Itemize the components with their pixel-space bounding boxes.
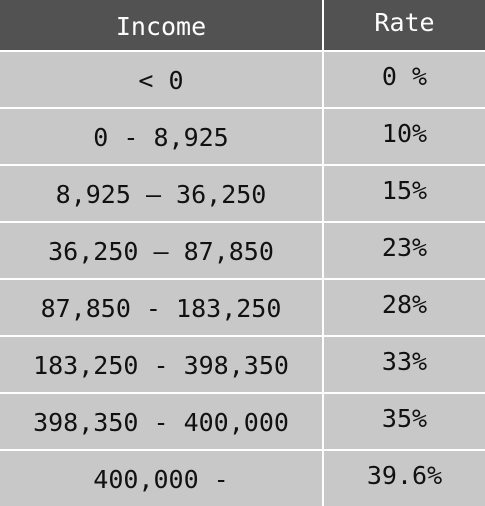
income-cell: 183,250 - 398,350 <box>0 336 324 394</box>
table-row: 400,000 - 39.6% <box>0 450 485 506</box>
table-row: 183,250 - 398,350 33% <box>0 336 485 394</box>
rate-cell: 28% <box>323 279 485 337</box>
rate-cell: 33% <box>323 336 485 394</box>
income-column-header: Income <box>0 0 324 52</box>
income-cell: 400,000 - <box>0 450 324 506</box>
table-row: 36,250 – 87,850 23% <box>0 222 485 280</box>
rate-cell: 0 % <box>323 51 485 109</box>
rate-cell: 35% <box>323 393 485 451</box>
rate-cell: 15% <box>323 165 485 223</box>
rate-column-header: Rate <box>323 0 485 52</box>
income-cell: 87,850 - 183,250 <box>0 279 324 337</box>
table-row: < 0 0 % <box>0 51 485 109</box>
table-row: 0 - 8,925 10% <box>0 108 485 166</box>
rate-cell: 39.6% <box>323 450 485 506</box>
header-row: Income Rate <box>0 0 485 52</box>
table-row: 87,850 - 183,250 28% <box>0 279 485 337</box>
table-header: Income Rate <box>0 0 485 52</box>
income-cell: 398,350 - 400,000 <box>0 393 324 451</box>
table-body: < 0 0 % 0 - 8,925 10% 8,925 – 36,250 15%… <box>0 51 485 506</box>
income-cell: 0 - 8,925 <box>0 108 324 166</box>
income-cell: 8,925 – 36,250 <box>0 165 324 223</box>
rate-cell: 10% <box>323 108 485 166</box>
rate-cell: 23% <box>323 222 485 280</box>
table-row: 398,350 - 400,000 35% <box>0 393 485 451</box>
income-cell: < 0 <box>0 51 324 109</box>
income-cell: 36,250 – 87,850 <box>0 222 324 280</box>
table-row: 8,925 – 36,250 15% <box>0 165 485 223</box>
